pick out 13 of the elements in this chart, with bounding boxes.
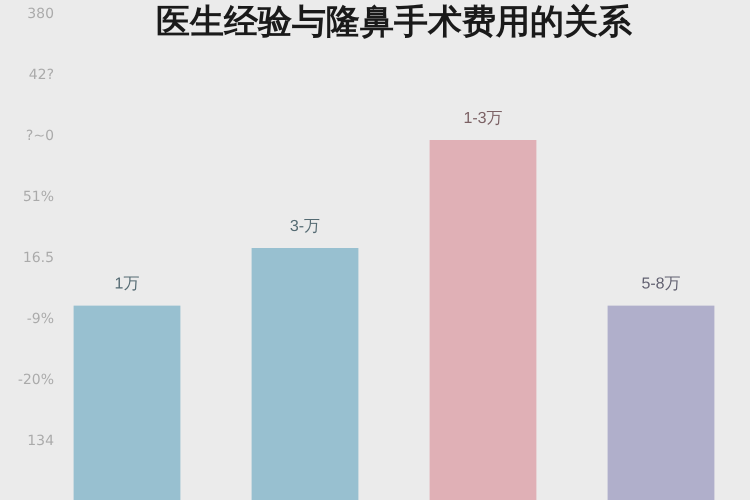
annotation: 3-万 xyxy=(290,218,320,235)
annotation: -20% xyxy=(18,372,54,388)
annotation: 5-8万 xyxy=(641,276,681,293)
annotation: 16.5 xyxy=(22,250,54,266)
text: 42? xyxy=(28,67,54,83)
text: 380 xyxy=(27,6,54,22)
annotation: 51% xyxy=(22,189,54,205)
annotation: 1万 xyxy=(114,276,140,293)
annotation: 1-3万 xyxy=(463,110,503,127)
annotation: 134 xyxy=(27,433,54,449)
annotation: ?~0 xyxy=(26,128,54,144)
annotation: -9% xyxy=(26,311,54,327)
chart-title: 医生经验与隆鼻手术费用的关系 xyxy=(156,2,633,42)
